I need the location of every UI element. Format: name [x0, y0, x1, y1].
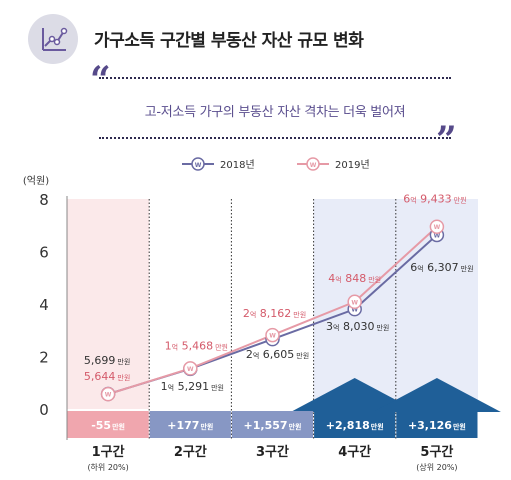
data-label-2019: 6억 9,433 만원 [403, 193, 466, 206]
difference-cell [149, 411, 231, 438]
difference-cell [314, 411, 396, 438]
data-point-glyph: W [269, 333, 276, 340]
data-point-glyph: W [105, 392, 112, 399]
legend-2018-label: 2018년 [220, 159, 255, 171]
increase-arrow [290, 378, 419, 412]
difference-label: +1,557만원 [244, 419, 302, 432]
increase-arrow [372, 378, 501, 412]
data-point-marker [347, 294, 362, 310]
data-label-2019: 2억 8,162 만원 [243, 307, 306, 320]
y-tick-label: 4 [39, 296, 49, 314]
data-label-2018: 3억 8,030 만원 [326, 320, 389, 333]
category-note: (상위 20%) [416, 462, 457, 472]
open-quote-icon: “ [90, 59, 111, 101]
subtitle: 고-저소득 가구의 부동산 자산 격차는 더욱 벌어져 [144, 105, 406, 120]
category-label: 5구간 [420, 444, 453, 460]
data-label-2018: 1억 5,291 만원 [161, 380, 224, 393]
data-label-2018: 6억 6,307 만원 [410, 261, 473, 274]
category-label: 3구간 [256, 444, 289, 460]
data-point-marker [429, 219, 445, 234]
chart-category-icon [28, 14, 78, 64]
data-label-2019: 5,644 만원 [84, 370, 130, 383]
difference-label: +2,818만원 [326, 419, 384, 432]
data-point-glyph: W [434, 224, 441, 231]
legend-2018-marker-glyph: W [195, 162, 202, 169]
difference-label: -55만원 [91, 419, 125, 432]
y-tick-label: 0 [39, 401, 49, 419]
y-axis-label: (억원) [23, 175, 49, 187]
legend-2019-marker-glyph: W [310, 162, 317, 169]
data-point-glyph: W [187, 366, 194, 373]
legend-2019-marker [306, 157, 320, 171]
close-quote-icon: ” [436, 119, 457, 161]
data-point-marker [183, 361, 198, 376]
data-point-marker [265, 327, 280, 343]
y-tick-label: 6 [39, 244, 49, 262]
difference-label: +3,126만원 [408, 419, 466, 432]
difference-cell [67, 411, 149, 438]
category-label: 4구간 [338, 444, 371, 460]
band-1 [67, 199, 150, 409]
data-label-2018: 2억 6,605 만원 [246, 348, 309, 361]
difference-cell [231, 411, 314, 438]
category-label: 2구간 [174, 444, 207, 460]
legend-2018-marker [191, 157, 205, 171]
data-label-2019: 1억 5,468 만원 [165, 339, 228, 352]
y-tick-label: 2 [39, 349, 49, 367]
category-label: 1구간 [92, 444, 125, 460]
data-point-glyph: W [351, 307, 358, 314]
y-tick-label: 8 [39, 191, 49, 209]
data-label-2018: 5,699 만원 [84, 354, 130, 367]
quote-box [99, 77, 451, 139]
legend-2019-label: 2019년 [335, 159, 370, 171]
difference-cell [396, 411, 478, 438]
category-note: (하위 20%) [87, 462, 128, 472]
difference-label: +177만원 [167, 419, 213, 432]
page-title: 가구소득 구간별 부동산 자산 규모 변화 [94, 31, 364, 51]
data-point-glyph: W [351, 299, 358, 306]
data-label-2019: 4억 848 만원 [328, 272, 381, 285]
data-point-marker [100, 386, 116, 402]
data-point-glyph: W [434, 232, 441, 239]
